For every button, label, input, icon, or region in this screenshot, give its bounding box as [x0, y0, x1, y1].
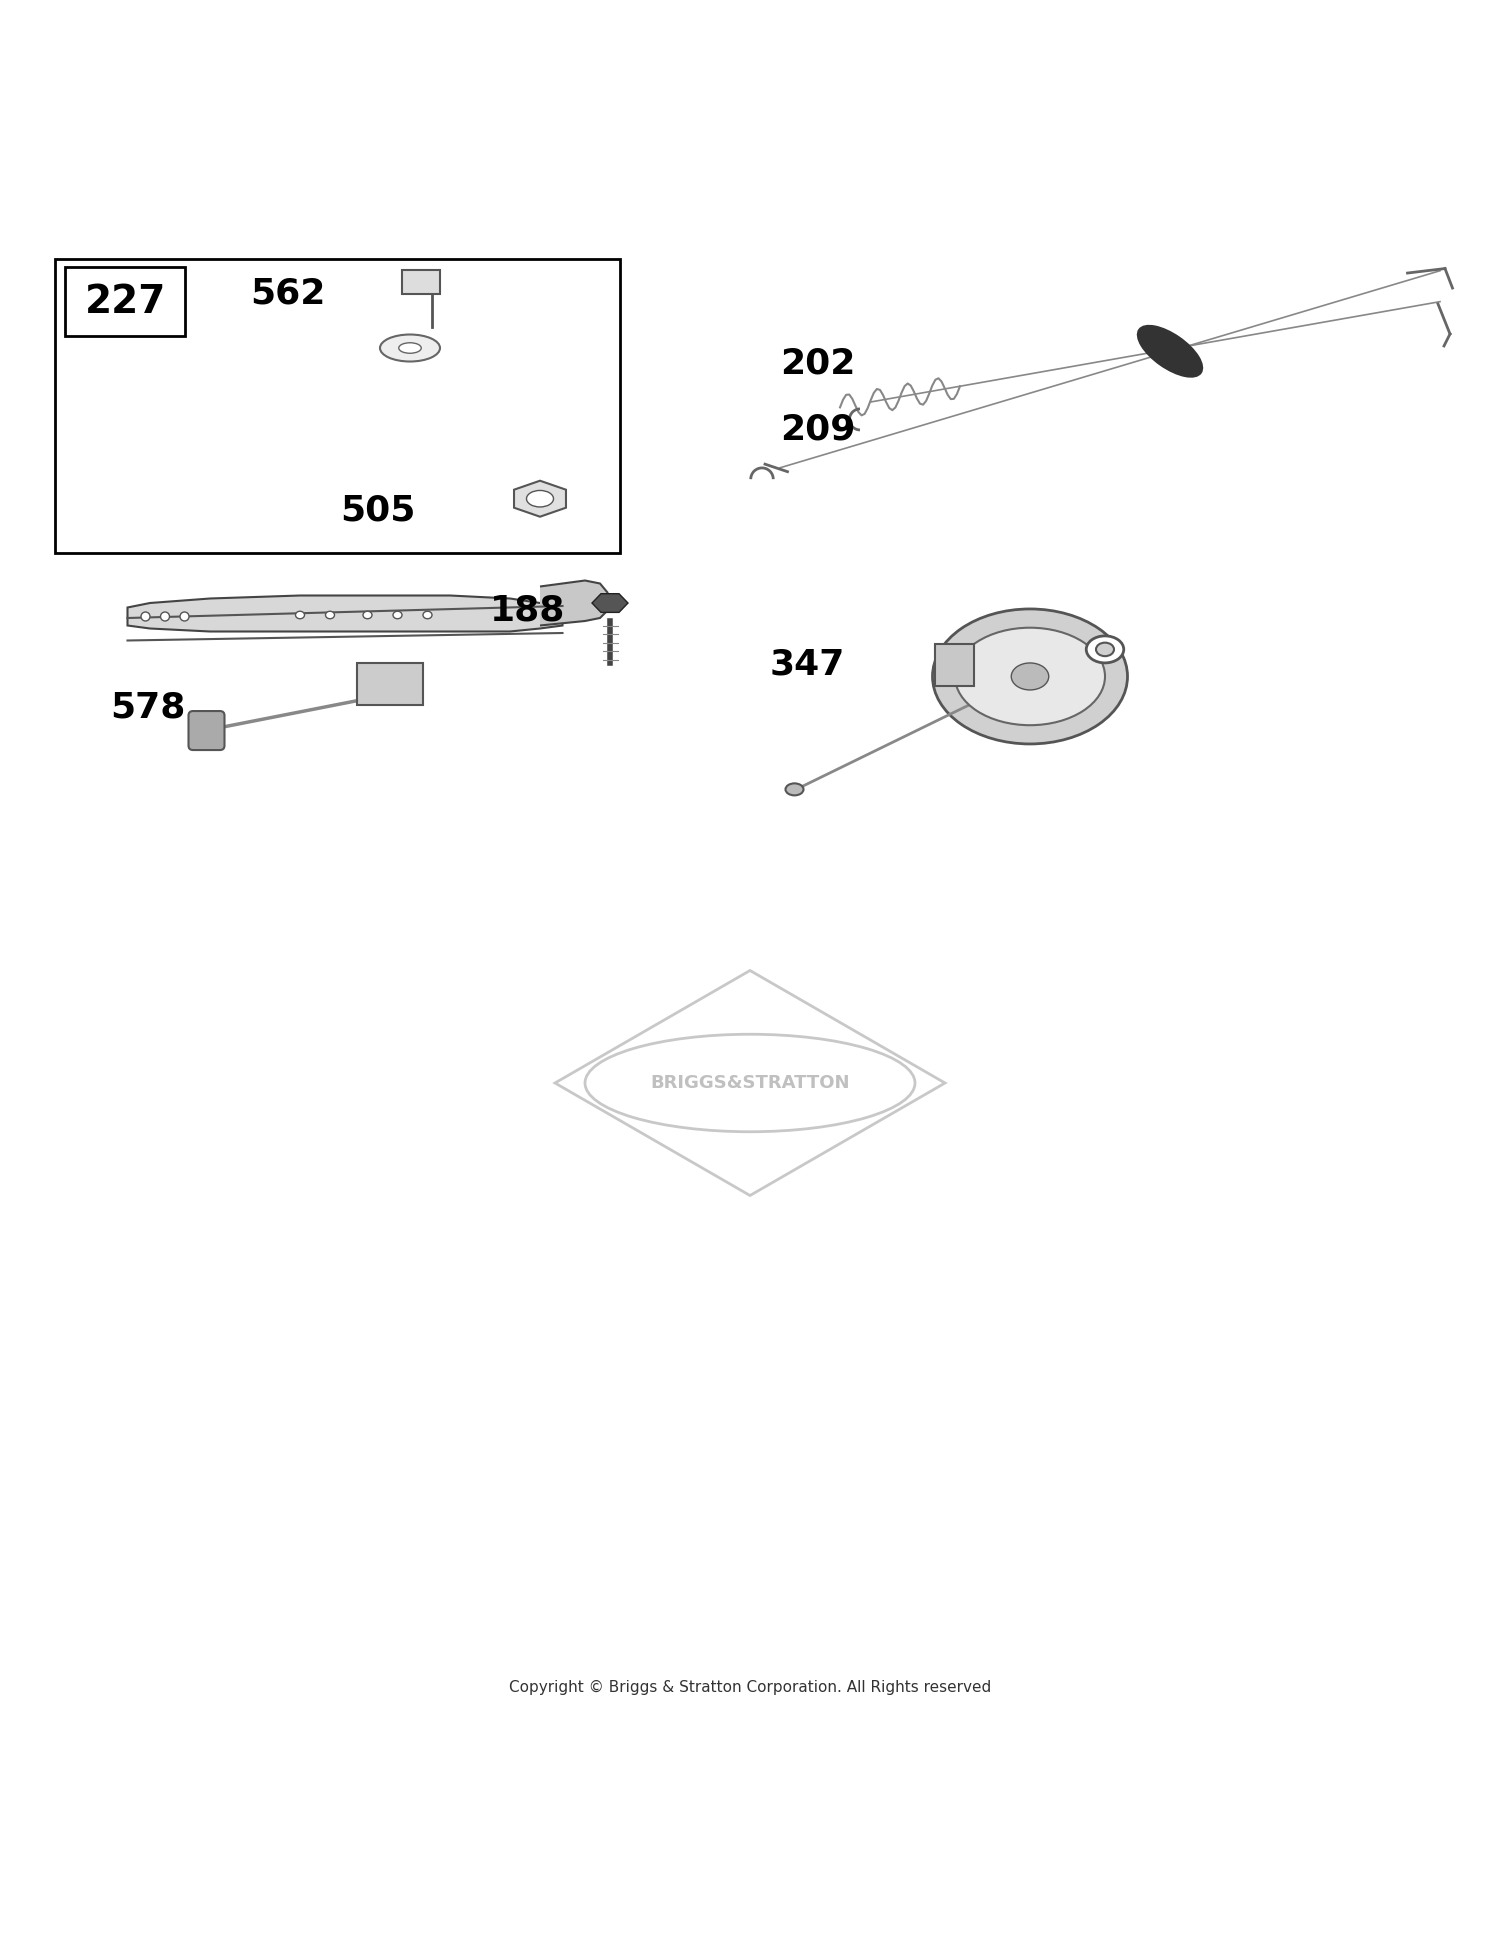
Ellipse shape [423, 611, 432, 619]
Ellipse shape [1096, 642, 1114, 656]
Text: 209: 209 [780, 411, 855, 446]
Ellipse shape [393, 611, 402, 619]
Ellipse shape [956, 627, 1106, 726]
Ellipse shape [786, 784, 804, 796]
Ellipse shape [160, 611, 170, 621]
Text: BRIGGS&STRATTON: BRIGGS&STRATTON [651, 1073, 849, 1093]
Text: Copyright © Briggs & Stratton Corporation. All Rights reserved: Copyright © Briggs & Stratton Corporatio… [509, 1681, 992, 1694]
Ellipse shape [526, 491, 554, 507]
Text: 505: 505 [340, 493, 416, 528]
Ellipse shape [399, 344, 422, 353]
PathPatch shape [540, 580, 608, 625]
Ellipse shape [296, 611, 304, 619]
Ellipse shape [1011, 664, 1048, 689]
Polygon shape [592, 594, 628, 613]
Text: 202: 202 [780, 345, 855, 380]
Ellipse shape [1086, 637, 1124, 664]
FancyBboxPatch shape [934, 644, 974, 685]
FancyBboxPatch shape [402, 270, 439, 295]
Ellipse shape [141, 611, 150, 621]
Polygon shape [514, 481, 566, 516]
Ellipse shape [933, 609, 1128, 743]
Ellipse shape [1138, 326, 1202, 377]
FancyBboxPatch shape [357, 664, 423, 705]
FancyBboxPatch shape [189, 710, 225, 749]
Ellipse shape [326, 611, 334, 619]
Text: 227: 227 [86, 283, 166, 320]
Ellipse shape [585, 1035, 915, 1132]
Text: 188: 188 [490, 594, 566, 627]
Ellipse shape [180, 611, 189, 621]
Ellipse shape [380, 334, 440, 361]
PathPatch shape [128, 596, 562, 631]
Ellipse shape [363, 611, 372, 619]
Text: 347: 347 [770, 648, 846, 681]
Text: 578: 578 [110, 691, 186, 724]
Text: 562: 562 [251, 278, 326, 311]
